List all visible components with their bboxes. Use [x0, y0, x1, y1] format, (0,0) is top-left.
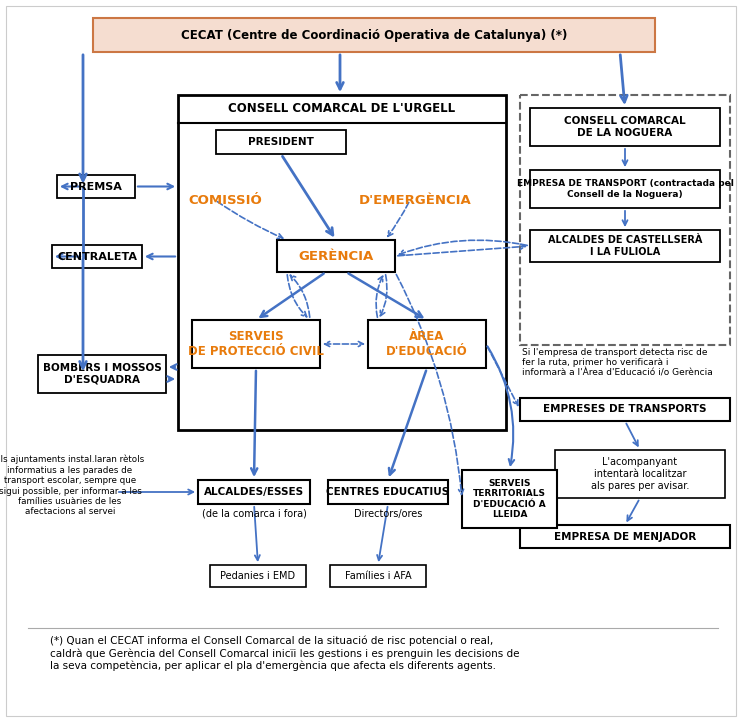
FancyArrowPatch shape	[57, 254, 80, 260]
FancyBboxPatch shape	[93, 18, 655, 52]
FancyArrowPatch shape	[217, 202, 283, 239]
FancyArrowPatch shape	[622, 211, 628, 225]
FancyBboxPatch shape	[530, 170, 720, 208]
Text: Si l'empresa de transport detecta risc de
fer la ruta, primer ho verificarà i
in: Si l'empresa de transport detecta risc d…	[522, 348, 713, 378]
Text: SERVEIS
TERRITORIALS
D'EDUCACIÓ A
LLEIDA: SERVEIS TERRITORIALS D'EDUCACIÓ A LLEIDA	[473, 479, 546, 519]
Text: L'acompanyant
intentarà localitzar
als pares per avisar.: L'acompanyant intentarà localitzar als p…	[591, 457, 689, 490]
FancyBboxPatch shape	[520, 398, 730, 421]
Text: EMPRESA DE MENJADOR: EMPRESA DE MENJADOR	[554, 531, 696, 541]
Text: EMPRESA DE TRANSPORT (contractada pel
Consell de la Noguera): EMPRESA DE TRANSPORT (contractada pel Co…	[516, 180, 734, 199]
FancyArrowPatch shape	[261, 273, 324, 317]
FancyBboxPatch shape	[52, 245, 142, 268]
Text: PRESIDENT: PRESIDENT	[248, 137, 314, 147]
FancyArrowPatch shape	[167, 376, 173, 382]
FancyArrowPatch shape	[325, 342, 363, 347]
Text: CONSELL COMARCAL DE L'URGELL: CONSELL COMARCAL DE L'URGELL	[228, 102, 456, 115]
FancyArrowPatch shape	[622, 149, 628, 165]
FancyArrowPatch shape	[380, 275, 387, 316]
Text: PREMSA: PREMSA	[70, 182, 122, 192]
FancyBboxPatch shape	[57, 175, 135, 198]
FancyArrowPatch shape	[398, 244, 525, 256]
Text: CECAT (Centre de Coordinació Operativa de Catalunya) (*): CECAT (Centre de Coordinació Operativa d…	[181, 29, 567, 42]
FancyArrowPatch shape	[620, 55, 627, 102]
FancyArrowPatch shape	[348, 273, 422, 317]
FancyArrowPatch shape	[336, 55, 343, 89]
FancyArrowPatch shape	[388, 203, 409, 236]
FancyBboxPatch shape	[520, 525, 730, 548]
Text: CENTRALETA: CENTRALETA	[57, 252, 137, 262]
FancyBboxPatch shape	[555, 450, 725, 498]
Text: (*) Quan el CECAT informa el Consell Comarcal de la situació de risc potencial o: (*) Quan el CECAT informa el Consell Com…	[50, 636, 519, 671]
FancyBboxPatch shape	[198, 480, 310, 504]
FancyArrowPatch shape	[396, 275, 464, 495]
FancyBboxPatch shape	[178, 95, 506, 430]
Text: Famílies i AFA: Famílies i AFA	[345, 571, 411, 581]
FancyArrowPatch shape	[62, 184, 80, 190]
FancyArrowPatch shape	[488, 347, 518, 405]
FancyArrowPatch shape	[282, 156, 333, 235]
Text: ÀREA
D'EDUCACIÓ: ÀREA D'EDUCACIÓ	[386, 330, 468, 358]
FancyArrowPatch shape	[251, 371, 257, 474]
FancyArrowPatch shape	[389, 371, 426, 474]
FancyArrowPatch shape	[254, 507, 260, 560]
FancyArrowPatch shape	[377, 507, 388, 560]
FancyBboxPatch shape	[277, 240, 395, 272]
Text: Directors/ores: Directors/ores	[353, 509, 422, 519]
FancyBboxPatch shape	[192, 320, 320, 368]
FancyArrowPatch shape	[138, 184, 173, 190]
FancyArrowPatch shape	[628, 500, 639, 521]
FancyArrowPatch shape	[147, 254, 175, 260]
Text: (de la comarca i fora): (de la comarca i fora)	[202, 509, 307, 519]
Text: CENTRES EDUCATIUS: CENTRES EDUCATIUS	[326, 487, 450, 497]
Text: Pedanies i EMD: Pedanies i EMD	[220, 571, 296, 581]
FancyBboxPatch shape	[328, 480, 448, 504]
Text: CONSELL COMARCAL
DE LA NOGUERA: CONSELL COMARCAL DE LA NOGUERA	[564, 116, 686, 138]
Text: BOMBERS I MOSSOS
D'ESQUADRA: BOMBERS I MOSSOS D'ESQUADRA	[43, 363, 162, 385]
FancyBboxPatch shape	[6, 6, 736, 716]
FancyBboxPatch shape	[38, 355, 166, 393]
FancyBboxPatch shape	[520, 95, 730, 345]
FancyArrowPatch shape	[171, 364, 176, 370]
FancyArrowPatch shape	[488, 346, 514, 465]
FancyBboxPatch shape	[530, 230, 720, 262]
Text: COMISSIÓ: COMISSIÓ	[188, 193, 262, 206]
FancyArrowPatch shape	[288, 275, 307, 317]
FancyBboxPatch shape	[330, 565, 426, 587]
Text: Els ajuntaments instal.laran rètols
informatius a les parades de
transport escol: Els ajuntaments instal.laran rètols info…	[0, 455, 144, 516]
Text: ALCALDES/ESSES: ALCALDES/ESSES	[204, 487, 304, 497]
FancyArrowPatch shape	[376, 276, 383, 317]
FancyArrowPatch shape	[119, 490, 193, 495]
FancyBboxPatch shape	[216, 130, 346, 154]
FancyArrowPatch shape	[626, 423, 638, 446]
FancyBboxPatch shape	[462, 470, 557, 528]
Text: GERÈNCIA: GERÈNCIA	[299, 249, 373, 262]
FancyArrowPatch shape	[290, 275, 310, 317]
FancyArrowPatch shape	[399, 240, 528, 255]
Text: EMPRESES DE TRANSPORTS: EMPRESES DE TRANSPORTS	[543, 404, 707, 415]
Text: ALCALDES DE CASTELLSERÀ
I LA FULIOLA: ALCALDES DE CASTELLSERÀ I LA FULIOLA	[548, 235, 702, 257]
FancyBboxPatch shape	[210, 565, 306, 587]
Text: SERVEIS
DE PROTECCIÓ CIVIL: SERVEIS DE PROTECCIÓ CIVIL	[188, 330, 324, 358]
FancyBboxPatch shape	[368, 320, 486, 368]
FancyBboxPatch shape	[530, 108, 720, 146]
Text: D'EMERGÈNCIA: D'EMERGÈNCIA	[359, 193, 471, 206]
